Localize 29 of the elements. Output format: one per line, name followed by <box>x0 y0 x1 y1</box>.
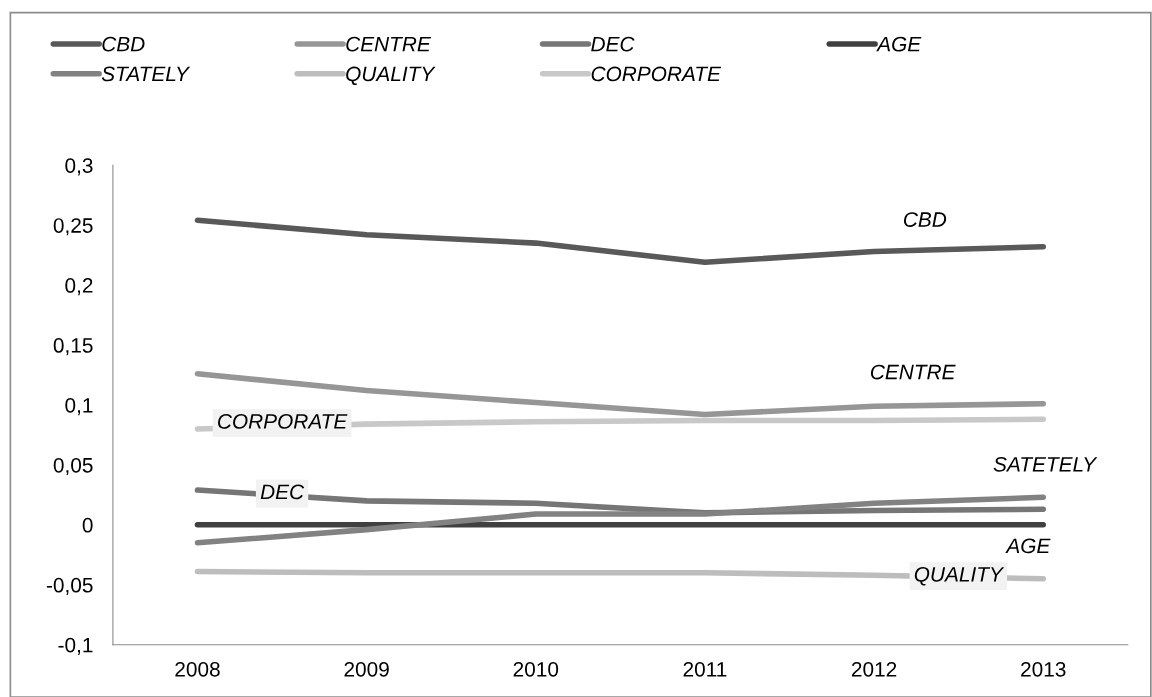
y-tick-label: 0,15 <box>53 338 93 356</box>
x-tick-label: 2011 <box>683 661 727 677</box>
x-tick-label: 2008 <box>175 661 220 677</box>
y-tick-label: 0 <box>82 517 93 533</box>
legend-label: AGE <box>876 36 922 52</box>
legend-label: CORPORATE <box>591 66 722 82</box>
annotation: DEC <box>260 484 305 500</box>
y-tick-label: 0,05 <box>53 457 93 476</box>
x-tick-label: 2010 <box>513 661 559 677</box>
legend-label: DEC <box>591 36 635 52</box>
legend-label: STATELY <box>101 66 191 82</box>
y-tick-label: 0,25 <box>53 218 93 236</box>
x-tick-label: 2012 <box>851 661 897 677</box>
y-tick-label: -0,05 <box>46 577 93 595</box>
annotation: CBD <box>903 212 947 227</box>
legend-label: CENTRE <box>346 36 431 52</box>
annotation: CENTRE <box>870 364 956 380</box>
x-tick-label: 2013 <box>1021 661 1066 677</box>
legend-label: QUALITY <box>346 66 436 86</box>
annotation: SATETELY <box>993 456 1098 472</box>
y-tick-label: 0,3 <box>65 158 93 176</box>
y-tick-label: -0,1 <box>58 637 93 655</box>
annotation: QUALITY <box>914 566 1005 586</box>
annotation: AGE <box>1005 538 1051 554</box>
y-tick-label: 0,2 <box>65 278 93 296</box>
legend-label: CBD <box>102 36 145 52</box>
annotation: CORPORATE <box>218 414 348 429</box>
x-tick-label: 2009 <box>344 661 389 677</box>
y-tick-label: 0,1 <box>65 397 93 416</box>
